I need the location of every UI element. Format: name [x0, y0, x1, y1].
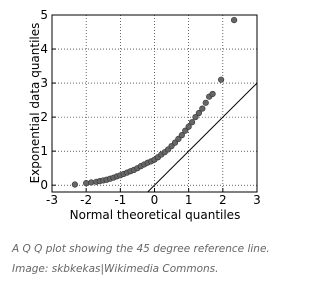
point — [195, 109, 203, 117]
point — [209, 90, 216, 98]
point — [185, 123, 192, 130]
x-tick-label: -2 — [80, 193, 92, 207]
point — [218, 76, 225, 83]
point — [88, 179, 95, 186]
x-tick-label: 2 — [219, 193, 227, 207]
x-axis-label: Normal theoretical quantiles — [70, 208, 241, 222]
point — [192, 114, 199, 121]
y-axis-label: Exponential data quantiles — [28, 23, 42, 184]
x-tick-label: -3 — [46, 193, 58, 207]
caption: A Q Q plot showing the 45 degree referen… — [12, 243, 270, 255]
point — [178, 132, 185, 139]
y-tick-label: 4 — [40, 42, 48, 56]
x-tick-label: 0 — [151, 193, 159, 207]
x-tick-label: 1 — [185, 193, 193, 207]
plot-frame — [51, 14, 258, 193]
page: {"chart_data":{"type":"scatter","xlabel"… — [12, 8, 270, 275]
y-tick-label: 0 — [40, 178, 48, 192]
reference-line — [146, 82, 257, 192]
point — [202, 99, 209, 106]
x-tick-label: 3 — [253, 193, 261, 207]
point — [199, 105, 206, 112]
point — [71, 181, 78, 188]
y-tick-label: 1 — [40, 144, 48, 158]
y-tick-label: 3 — [40, 76, 48, 90]
y-tick-label: 5 — [40, 8, 48, 22]
chart: Normal theoretical quantiles Exponential… — [28, 8, 261, 222]
point — [188, 119, 196, 126]
point — [231, 17, 238, 24]
caption: Image: skbkekas|Wikimedia Commons. — [12, 263, 219, 275]
y-tick-label: 2 — [40, 110, 48, 124]
x-tick-label: -1 — [114, 193, 126, 207]
point — [83, 180, 90, 187]
point — [182, 127, 189, 134]
